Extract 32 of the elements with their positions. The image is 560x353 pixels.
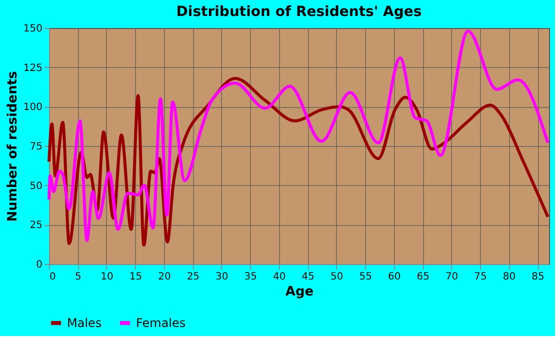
y-tick-label: 150 — [23, 24, 42, 34]
x-tick-label: 0 — [50, 272, 56, 282]
x-tick-label: 55 — [359, 272, 372, 282]
x-tick-label: 85 — [532, 272, 544, 282]
y-tick-label: 0 — [36, 260, 42, 270]
x-tick-label: 40 — [273, 272, 286, 282]
x-tick-label: 80 — [502, 272, 516, 282]
line-series — [48, 76, 550, 247]
y-tick-label: 25 — [30, 220, 42, 232]
x-axis-title: Age — [285, 284, 314, 300]
x-tick-label: 45 — [302, 272, 314, 282]
x-tick-label: 60 — [388, 272, 401, 282]
x-tick-label: 35 — [244, 272, 258, 282]
x-tick-label: 5 — [75, 272, 82, 282]
y-tick-label: 125 — [23, 62, 42, 74]
y-tick-label: 100 — [23, 102, 42, 114]
y-tick-label: 75 — [30, 142, 42, 152]
x-tick-label: 70 — [445, 272, 458, 282]
legend-label: Males — [67, 316, 102, 330]
x-tick-label: 20 — [158, 272, 171, 282]
x-tick-label: 50 — [330, 272, 344, 282]
x-tick-label: 30 — [216, 272, 228, 282]
x-tick-label: 15 — [129, 272, 142, 282]
x-tick-label: 25 — [186, 272, 200, 282]
chart-title: Distribution of Residents' Ages — [176, 4, 422, 20]
line-series — [48, 30, 550, 242]
x-tick-label: 65 — [416, 272, 430, 282]
legend-label: Females — [136, 316, 186, 330]
y-axis-title: Number of residents — [5, 70, 20, 222]
x-tick-label: 75 — [474, 272, 487, 282]
y-tick-label: 50 — [30, 180, 42, 192]
x-tick-label: 10 — [100, 272, 114, 282]
